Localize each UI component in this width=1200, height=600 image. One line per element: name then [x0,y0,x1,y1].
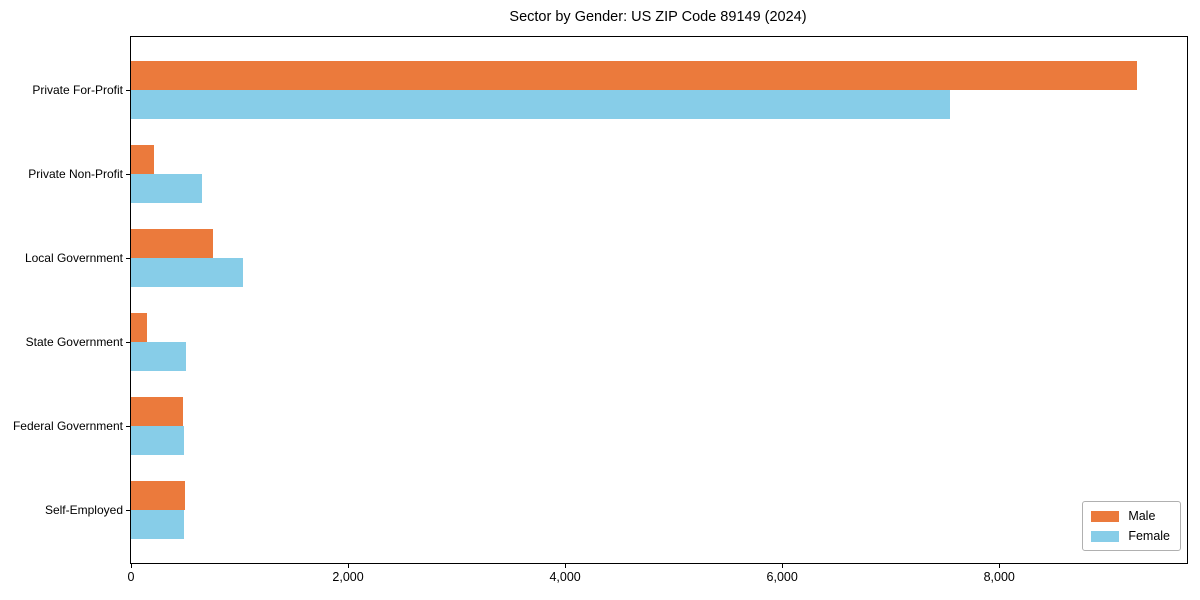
bar-male-federal-government [131,397,183,427]
y-tick-private-non-profit [126,173,131,175]
y-tick-label-self-employed: Self-Employed [44,503,123,518]
legend: Male Female [1082,501,1181,551]
bar-female-state-government [131,342,187,372]
y-tick-private-for-profit [126,89,131,91]
bar-female-federal-government [131,426,184,456]
plot-area: Private For-Profit Private Non-Profit Loca… [13,36,1188,584]
x-tick-label-4000: 4,000 [549,570,581,584]
bar-female-private-non-profit [131,173,202,203]
x-tick-6000 [782,563,784,568]
bar-female-private-for-profit [131,89,951,119]
x-tick-label-0: 0 [127,570,135,584]
legend-row-female: Female [1091,529,1170,543]
y-tick-label-state-government: State Government [25,335,123,350]
legend-row-male: Male [1091,509,1170,523]
x-tick-label-6000: 6,000 [766,570,798,584]
legend-label-male: Male [1128,509,1156,523]
y-tick-federal-government [126,426,131,428]
x-tick-4000 [565,563,567,568]
legend-swatch-female [1091,530,1120,542]
bar-male-state-government [131,313,148,343]
y-tick-state-government [126,342,131,344]
legend-label-female: Female [1128,529,1170,543]
bar-group-local-government [131,228,1187,287]
chart-title: Sector by Gender: US ZIP Code 89149 (202… [509,9,807,25]
bar-female-local-government [131,257,243,287]
x-tick-8000 [999,563,1001,568]
bar-female-self-employed [131,510,184,540]
bar-group-private-non-profit [131,144,1187,203]
y-tick-label-private-non-profit: Private Non-Profit [28,166,123,181]
legend-swatch-male [1091,510,1120,522]
bar-group-self-employed [131,481,1187,540]
x-tick-0 [131,563,132,568]
y-tick-label-federal-government: Federal Government [12,419,123,434]
y-tick-self-employed [126,510,131,512]
x-tick-label-2000: 2,000 [332,570,364,584]
y-tick-label-private-for-profit: Private For-Profit [32,82,123,97]
x-tick-label-8000: 8,000 [983,570,1015,584]
bar-group-federal-government [131,397,1187,456]
bar-group-private-for-profit [131,60,1187,119]
bar-male-local-government [131,228,213,258]
bar-male-private-non-profit [131,144,154,174]
bar-male-private-for-profit [131,60,1138,90]
x-tick-2000 [348,563,350,568]
bar-group-state-government [131,313,1187,372]
y-tick-local-government [126,257,131,259]
bar-male-self-employed [131,481,186,511]
y-tick-label-local-government: Local Government [24,250,123,265]
